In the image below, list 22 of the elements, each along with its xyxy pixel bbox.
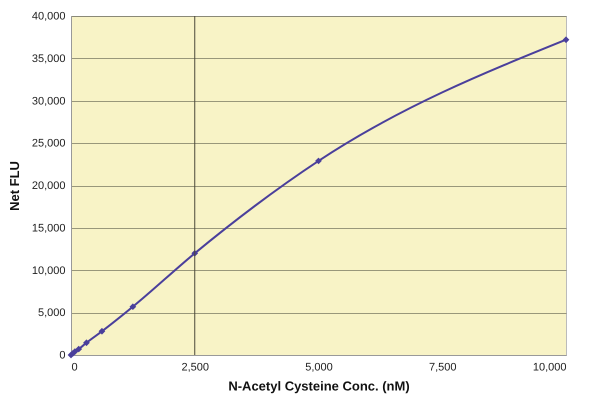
x-tick-label: 5,000 xyxy=(305,362,333,374)
y-axis-title: Net FLU xyxy=(6,161,22,211)
x-tick-label: 0 xyxy=(72,362,78,374)
y-tick-label: 15,000 xyxy=(32,222,66,234)
x-tick-label: 7,500 xyxy=(428,362,457,374)
y-tick-label: 0 xyxy=(59,350,66,362)
y-tick-label: 25,000 xyxy=(32,138,66,150)
point xyxy=(562,36,570,44)
y-tick-label: 5,000 xyxy=(38,307,66,320)
x-axis-title: N-Acetyl Cysteine Conc. (nM) xyxy=(228,378,410,394)
point xyxy=(130,303,136,310)
y-tick-label: 35,000 xyxy=(32,52,66,65)
y-tick-label: 30,000 xyxy=(32,95,66,108)
x-tick-label: 2,500 xyxy=(181,362,210,374)
point xyxy=(315,158,322,164)
point xyxy=(83,339,90,346)
point xyxy=(98,328,106,335)
point xyxy=(75,346,82,352)
y-tick-label: 40,000 xyxy=(32,10,66,22)
y-tick-label: 10,000 xyxy=(32,264,66,277)
y-tick-label: 20,000 xyxy=(32,180,66,192)
x-tick-label: 10,000 xyxy=(532,362,566,374)
